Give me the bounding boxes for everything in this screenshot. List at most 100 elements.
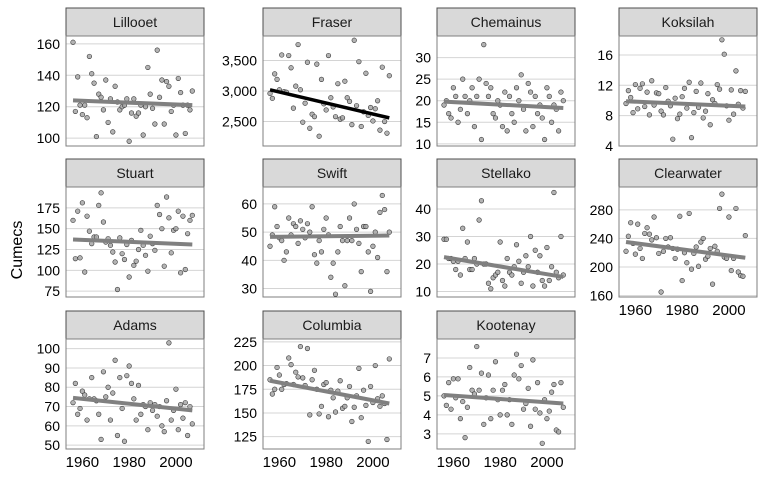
data-point (98, 436, 104, 442)
data-point (674, 116, 681, 122)
data-point (182, 400, 188, 406)
data-point (330, 395, 336, 401)
data-point (537, 410, 543, 416)
data-point (288, 362, 294, 368)
data-point (667, 235, 674, 241)
data-point (464, 111, 471, 117)
data-point (82, 102, 88, 108)
data-point (295, 374, 301, 380)
data-point (189, 88, 195, 94)
data-point (681, 85, 688, 91)
data-point (351, 201, 357, 207)
data-point (286, 52, 292, 59)
strip-header (65, 158, 205, 188)
data-point (684, 105, 690, 111)
data-point (147, 233, 153, 239)
data-point (367, 288, 374, 294)
data-point (688, 135, 695, 141)
data-point (530, 123, 536, 130)
data-point (105, 119, 111, 126)
data-point (156, 211, 163, 218)
data-point (709, 97, 716, 103)
data-point (189, 421, 195, 427)
data-point (551, 381, 557, 388)
y-tick-label: 4 (423, 407, 431, 423)
data-point (182, 130, 188, 137)
data-point (742, 88, 748, 94)
data-point (173, 132, 179, 138)
data-point (161, 263, 167, 269)
data-point (532, 93, 538, 99)
data-point (335, 81, 341, 87)
x-tick-label: 2000 (356, 454, 389, 471)
data-point (360, 387, 367, 393)
data-point (481, 42, 487, 48)
data-point (353, 103, 360, 109)
data-point (276, 372, 282, 378)
y-tick-label: 140 (37, 67, 61, 83)
y-tick-label: 3,000 (222, 83, 257, 99)
data-point (274, 76, 280, 82)
data-point (297, 343, 304, 350)
data-point (478, 198, 485, 204)
x-tick-label: 1980 (309, 454, 342, 471)
plot-area (66, 339, 204, 449)
data-point (738, 88, 744, 94)
data-point (658, 108, 664, 114)
x-tick-label: 1980 (665, 302, 698, 319)
data-point (639, 81, 645, 87)
data-point (274, 364, 280, 371)
data-point (523, 253, 529, 259)
data-point (705, 91, 711, 97)
data-point (110, 249, 116, 255)
data-point (367, 383, 374, 390)
data-point (100, 107, 107, 113)
data-point (464, 239, 471, 245)
trend-line (72, 395, 193, 413)
data-point (321, 226, 327, 232)
data-point (733, 68, 739, 74)
data-point (469, 85, 475, 91)
data-point (625, 233, 631, 239)
y-tick-label: 150 (234, 405, 258, 421)
panel-columbia: Columbia 125 150 175 200 225 1960 1980 2000 (234, 310, 402, 471)
data-point (504, 128, 510, 134)
data-point (269, 391, 275, 397)
data-point (117, 374, 123, 381)
data-point (556, 128, 562, 134)
data-point (281, 257, 287, 263)
y-tick-label: 200 (590, 259, 614, 275)
data-point (346, 215, 353, 221)
data-point (178, 270, 184, 276)
data-point (516, 258, 522, 264)
y-tick-label: 75 (44, 283, 60, 299)
data-point (168, 417, 174, 423)
data-point (103, 77, 109, 83)
data-point (502, 89, 508, 95)
y-tick-label: 90 (44, 360, 60, 376)
data-point (384, 269, 390, 275)
data-point (499, 387, 506, 393)
data-point (623, 248, 629, 254)
data-point (286, 215, 292, 221)
data-point (133, 417, 139, 423)
data-point (735, 269, 741, 275)
data-point (316, 411, 322, 417)
y-tick-label: 10 (415, 136, 431, 152)
data-point (450, 85, 456, 91)
data-point (460, 398, 466, 405)
data-point (353, 226, 360, 232)
data-point (70, 217, 76, 223)
data-point (649, 78, 655, 84)
data-point (539, 115, 545, 121)
data-point (560, 98, 566, 104)
data-point (672, 95, 678, 101)
y-tick-label: 175 (234, 381, 258, 397)
data-point (502, 381, 508, 388)
data-point (733, 205, 739, 212)
data-point (365, 438, 371, 445)
y-tick-label: 240 (590, 230, 614, 246)
data-point (323, 107, 329, 113)
y-tick-label: 60 (44, 418, 60, 434)
data-point (145, 64, 151, 71)
